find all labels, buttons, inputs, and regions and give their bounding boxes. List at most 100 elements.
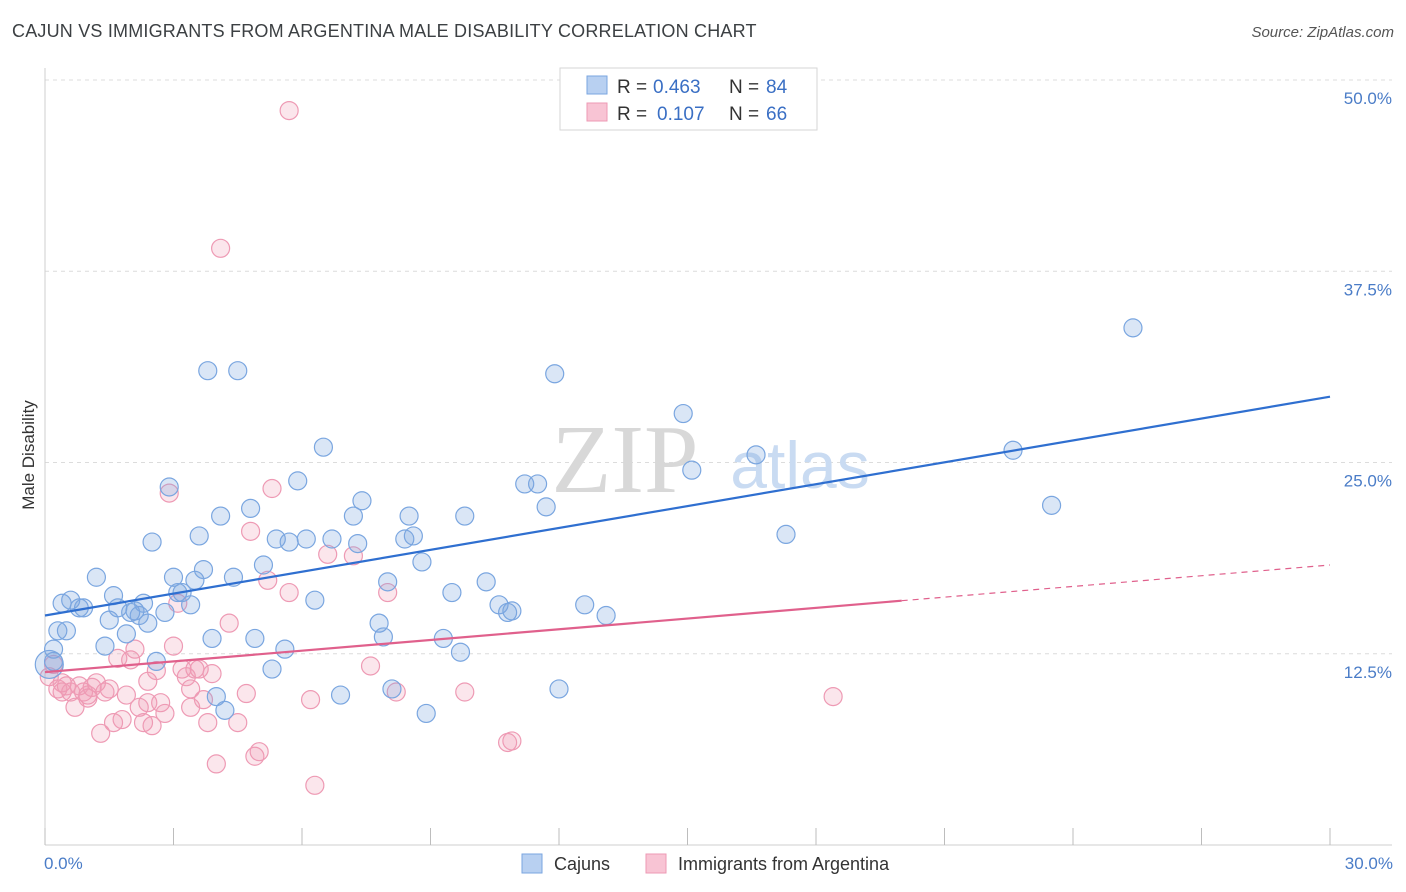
- point-cajuns: [296, 529, 316, 549]
- legend-r-value-2: 0.107: [657, 104, 705, 125]
- point-cajuns: [155, 602, 175, 623]
- legend-r-value-1: 0.463: [653, 77, 701, 98]
- point-cajuns: [382, 679, 402, 699]
- point-cajuns: [536, 497, 556, 517]
- bottom-legend-label-argentina: Immigrants from Argentina: [678, 854, 890, 874]
- point-cajuns: [228, 361, 248, 381]
- point-argentina: [502, 731, 522, 751]
- point-cajuns: [596, 605, 616, 626]
- point-argentina: [78, 685, 98, 705]
- point-cajuns: [575, 595, 595, 615]
- point-cajuns: [215, 700, 235, 720]
- point-argentina: [305, 775, 325, 795]
- point-argentina: [129, 697, 149, 717]
- point-argentina: [219, 613, 239, 633]
- point-cajuns: [193, 559, 214, 580]
- point-argentina: [823, 686, 843, 707]
- grid-lines: [45, 79, 1392, 655]
- point-cajuns: [275, 639, 295, 659]
- point-cajuns: [378, 572, 398, 592]
- point-cajuns: [527, 474, 548, 494]
- point-argentina: [279, 100, 299, 121]
- point-cajuns: [352, 491, 372, 511]
- point-cajuns: [682, 460, 702, 480]
- legend-n-value-2: 66: [766, 104, 787, 125]
- point-argentina: [181, 697, 201, 717]
- legend-n-label-2: N =: [729, 104, 759, 125]
- point-argentina: [142, 716, 162, 736]
- point-argentina: [300, 690, 321, 710]
- legend-n-value-1: 84: [766, 77, 788, 98]
- point-cajuns: [502, 601, 522, 621]
- trend-lines: [44, 395, 1331, 674]
- bottom-legend-swatch-cajuns: [521, 853, 543, 874]
- point-cajuns: [181, 595, 201, 615]
- point-argentina: [91, 723, 111, 743]
- point-cajuns: [403, 526, 423, 546]
- point-cajuns: [163, 567, 184, 587]
- legend-r-label-2: R =: [617, 104, 647, 125]
- point-argentina: [125, 639, 145, 659]
- point-argentina: [198, 712, 218, 733]
- point-cajuns: [86, 567, 107, 587]
- point-cajuns: [416, 703, 436, 724]
- point-cajuns: [305, 590, 325, 610]
- point-cajuns: [116, 624, 136, 644]
- point-cajuns: [343, 506, 363, 526]
- point-cajuns: [455, 506, 475, 526]
- series-argentina-points: [39, 100, 843, 795]
- y-tick-labels: 12.5% 25.0% 37.5% 50.0%: [1344, 89, 1392, 682]
- legend-swatch-argentina: [586, 102, 608, 122]
- y-tick-label: 25.0%: [1344, 472, 1392, 491]
- point-argentina: [360, 656, 381, 676]
- x-tick-label: 30.0%: [1345, 854, 1393, 873]
- point-cajuns: [348, 533, 368, 554]
- point-argentina: [159, 483, 179, 503]
- point-cajuns: [373, 627, 393, 647]
- point-argentina: [378, 582, 398, 603]
- legend-r-label-1: R =: [617, 77, 647, 98]
- y-axis-label: Male Disability: [19, 400, 38, 510]
- point-argentina: [262, 478, 282, 499]
- trend-line-argentina: [44, 599, 902, 674]
- point-cajuns: [549, 679, 569, 699]
- point-argentina: [249, 742, 269, 762]
- x-tick-labels: 0.0% 30.0%: [44, 854, 1393, 873]
- point-cajuns: [450, 642, 471, 662]
- point-cajuns: [142, 532, 162, 552]
- point-argentina: [279, 582, 299, 603]
- point-argentina: [202, 664, 222, 684]
- point-argentina: [138, 693, 158, 713]
- point-argentina: [116, 685, 136, 705]
- point-cajuns: [206, 686, 226, 707]
- watermark-zip: ZIP: [552, 406, 699, 514]
- trend-line-argentina-extension: [901, 564, 1331, 602]
- point-cajuns: [673, 403, 693, 424]
- point-argentina: [163, 636, 184, 656]
- bottom-legend: Cajuns Immigrants from Argentina: [521, 853, 890, 874]
- point-cajuns: [241, 498, 261, 518]
- watermark-atlas: atlas: [730, 428, 869, 502]
- point-cajuns: [262, 659, 282, 679]
- point-cajuns: [95, 636, 115, 656]
- point-cajuns: [545, 364, 565, 384]
- watermark: ZIP atlas: [552, 406, 870, 514]
- point-argentina: [206, 754, 226, 774]
- point-cajuns: [211, 506, 231, 526]
- chart-title: CAJUN VS IMMIGRANTS FROM ARGENTINA MALE …: [12, 21, 757, 41]
- point-cajuns: [159, 477, 179, 497]
- point-argentina: [112, 709, 132, 730]
- source-label: Source: ZipAtlas.com: [1251, 24, 1394, 41]
- point-argentina: [99, 679, 119, 699]
- point-cajuns: [198, 361, 218, 381]
- point-cajuns: [746, 445, 766, 465]
- point-cajuns: [279, 532, 299, 552]
- point-cajuns: [253, 555, 274, 575]
- legend-n-label-1: N =: [729, 77, 759, 98]
- point-cajuns: [322, 529, 342, 549]
- series-cajuns-points: [34, 318, 1143, 724]
- point-argentina: [228, 712, 248, 733]
- bottom-legend-swatch-argentina: [645, 853, 667, 874]
- point-argentina: [211, 238, 231, 258]
